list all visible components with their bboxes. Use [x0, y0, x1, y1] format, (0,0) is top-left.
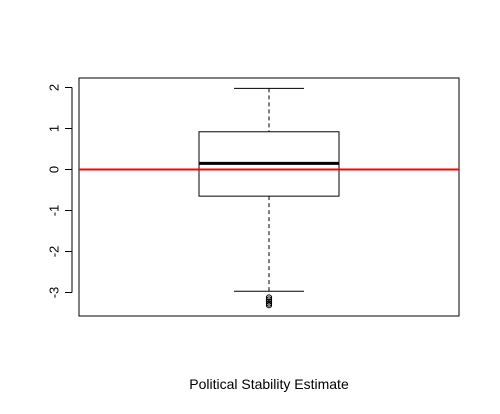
y-tick-label: 2 [47, 84, 62, 91]
y-tick-label: -3 [47, 287, 62, 299]
outlier-point [265, 298, 273, 305]
y-tick-label: -2 [47, 246, 62, 258]
x-axis-title: Political Stability Estimate [189, 376, 349, 392]
y-tick-label: 1 [47, 125, 62, 132]
y-tick-label: 0 [47, 166, 62, 173]
outlier-point [265, 296, 273, 303]
outlier-point [265, 294, 273, 301]
plot-frame [78, 77, 460, 317]
outlier-point [265, 302, 273, 309]
y-axis: -3 -2 -1 0 1 2 [47, 84, 73, 299]
y-tick-label: -1 [47, 205, 62, 217]
box-group [79, 87, 459, 309]
